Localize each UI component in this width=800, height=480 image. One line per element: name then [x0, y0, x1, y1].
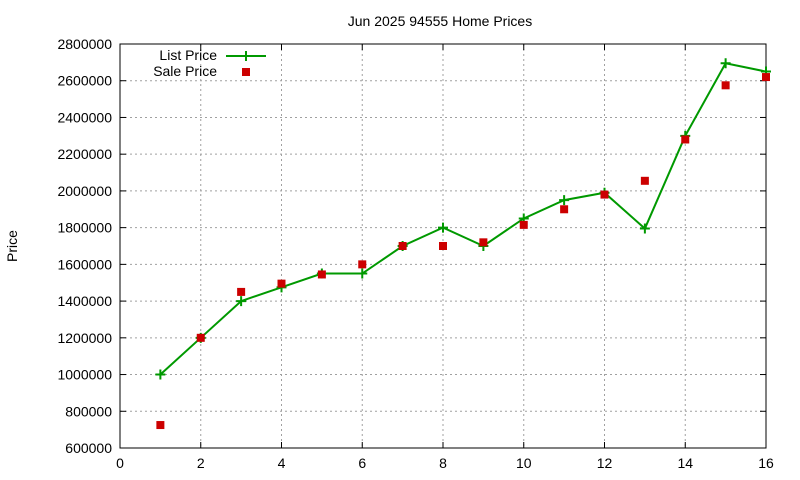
x-tick-label: 0 [116, 455, 124, 471]
y-tick-label: 1600000 [57, 256, 112, 272]
y-tick-label: 1400000 [57, 293, 112, 309]
sale-price-point [196, 333, 205, 342]
sale-price-point [721, 81, 730, 90]
list-price-point [438, 222, 448, 233]
legend-marker-sale-price [242, 68, 250, 76]
sale-price-point [479, 238, 488, 247]
axis-ticks: 0 2 4 6 8 10 12 14 16 600000 800000 1000000 1200000 1… [57, 36, 774, 471]
sale-price-point [681, 135, 690, 144]
sale-price-point [762, 73, 770, 82]
y-tick-label: 1000000 [57, 367, 112, 383]
sale-price-point [317, 270, 326, 279]
sale-price-point [439, 242, 447, 250]
x-tick-label: 2 [197, 455, 205, 471]
series [155, 58, 771, 430]
sale-price-point [277, 279, 286, 288]
sale-price-point [156, 421, 165, 430]
y-axis-label: Price [4, 230, 20, 262]
y-tick-label: 2600000 [57, 73, 112, 89]
y-tick-label: 2400000 [57, 109, 112, 125]
list-price-point [236, 296, 247, 307]
y-tick-label: 2000000 [57, 183, 112, 199]
x-tick-label: 8 [439, 455, 447, 471]
y-tick-label: 2200000 [57, 146, 112, 162]
x-tick-label: 12 [597, 455, 613, 471]
list-price-point [155, 369, 166, 380]
list-price-point [357, 268, 368, 279]
y-tick-label: 1200000 [57, 330, 112, 346]
y-tick-label: 1800000 [57, 220, 112, 236]
legend: List Price Sale Price [153, 47, 266, 79]
y-tick-label: 800000 [65, 403, 112, 419]
y-tick-label: 2800000 [57, 36, 112, 52]
legend-label-sale-price: Sale Price [153, 63, 217, 79]
x-tick-label: 10 [516, 455, 532, 471]
legend-marker-list-price [241, 51, 251, 61]
list-price-point [720, 58, 731, 69]
sale-price-point [398, 242, 407, 250]
sale-price-point [519, 220, 528, 229]
sale-price-point [640, 176, 649, 185]
x-tick-label: 16 [758, 455, 774, 471]
legend-label-list-price: List Price [159, 47, 217, 63]
list-price-point [639, 223, 650, 234]
x-tick-label: 4 [278, 455, 286, 471]
sale-price-point [237, 287, 246, 296]
y-tick-label: 600000 [65, 440, 112, 456]
sale-price-point [560, 205, 569, 214]
chart-title: Jun 2025 94555 Home Prices [348, 13, 532, 29]
x-tick-label: 14 [677, 455, 693, 471]
sale-price-point [600, 190, 609, 199]
series-line-list-price [159, 62, 767, 376]
sale-price-point [358, 260, 367, 269]
list-price-point [559, 195, 570, 206]
x-tick-label: 6 [358, 455, 366, 471]
